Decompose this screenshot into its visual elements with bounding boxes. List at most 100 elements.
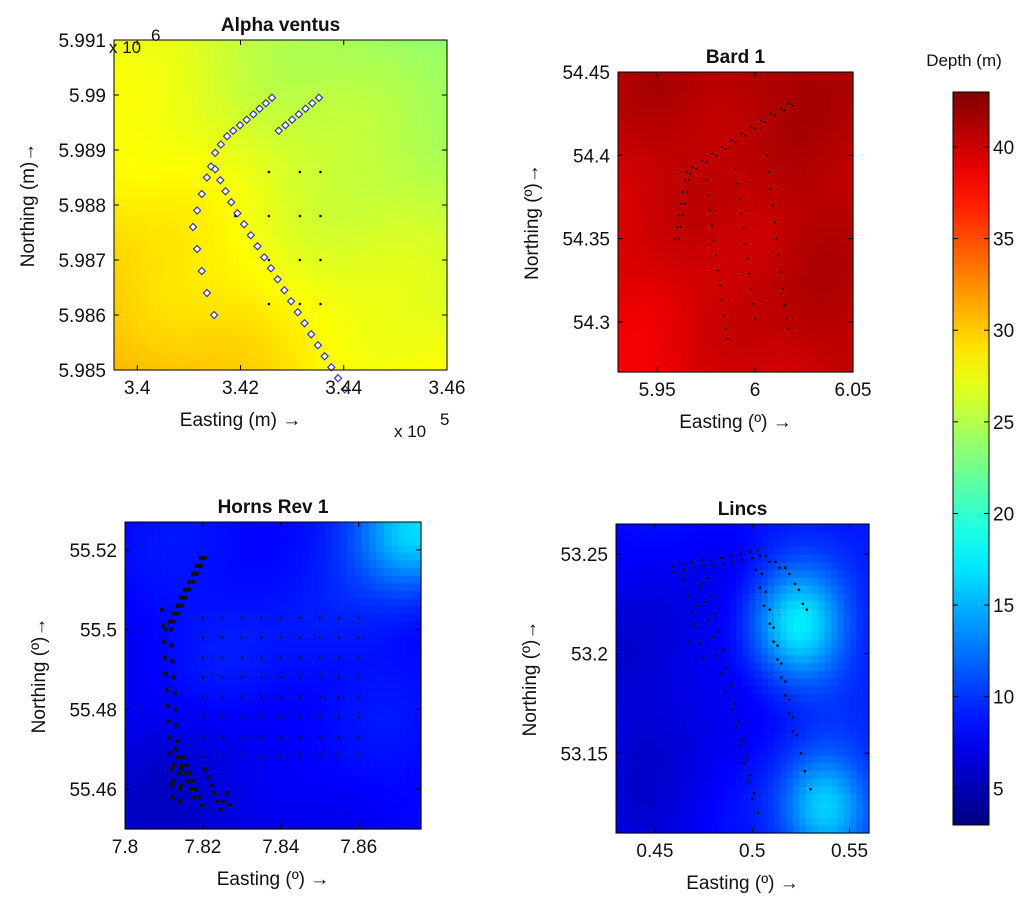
depth-cell (258, 545, 267, 554)
depth-cell (653, 72, 660, 81)
depth-cell (295, 552, 304, 561)
depth-cell (222, 97, 232, 107)
depth-cell (759, 117, 766, 126)
depth-cell (297, 64, 307, 74)
depth-cell (759, 364, 766, 373)
depth-cell (729, 139, 737, 148)
depth-cell (788, 319, 795, 328)
depth-cell (823, 364, 831, 373)
depth-cell (817, 169, 825, 178)
depth-cell (236, 660, 244, 669)
depth-cell (788, 154, 795, 163)
depth-cell (380, 345, 390, 355)
depth-cell (310, 782, 318, 792)
depth-cell (230, 64, 240, 74)
depth-cell (741, 282, 748, 291)
depth-cell (354, 775, 363, 784)
depth-cell (623, 79, 631, 88)
depth-cell (147, 64, 157, 74)
depth-cell (338, 130, 348, 140)
depth-cell (347, 312, 357, 322)
depth-cell (250, 675, 259, 684)
depth-cell (255, 97, 265, 107)
depth-cell (213, 675, 222, 684)
depth-cell (665, 312, 672, 321)
depth-cell (338, 254, 348, 264)
depth-cell (806, 244, 813, 253)
depth-cell (155, 155, 165, 165)
depth-cell (800, 147, 807, 156)
depth-cell (125, 729, 133, 738)
depth-cell (114, 122, 123, 132)
depth-cell (132, 598, 141, 608)
depth-cell (391, 644, 400, 654)
depth-cell (258, 522, 267, 531)
depth-cell (205, 188, 215, 198)
depth-cell (764, 297, 772, 306)
depth-cell (659, 289, 666, 298)
depth-cell (641, 274, 648, 283)
depth-cell (138, 213, 148, 223)
depth-cell (629, 154, 637, 163)
depth-cell (430, 262, 440, 272)
depth-cell (332, 621, 341, 631)
depth-cell (682, 192, 690, 201)
depth-cell (213, 172, 223, 181)
depth-cell (717, 94, 725, 103)
depth-cell (313, 122, 323, 132)
depth-cell (236, 545, 244, 554)
depth-cell (255, 328, 265, 338)
depth-cell (155, 56, 165, 66)
depth-cell (676, 237, 684, 246)
depth-cell (670, 102, 678, 111)
depth-cell (835, 274, 842, 283)
depth-cell (355, 180, 365, 190)
depth-cell (376, 736, 385, 746)
depth-cell (841, 327, 848, 336)
depth-cell (206, 790, 215, 799)
depth-cell (712, 72, 719, 81)
y-tick-label: 5.987 (58, 251, 106, 272)
depth-cell (794, 229, 801, 238)
depth-cell (676, 109, 684, 118)
depth-cell (653, 267, 660, 276)
depth-cell (130, 81, 140, 91)
depth-cell (806, 169, 813, 178)
depth-cell (163, 246, 173, 256)
depth-cell (847, 132, 854, 141)
depth-cell (247, 279, 257, 289)
depth-cell (247, 64, 257, 74)
depth-cell (258, 575, 267, 584)
depth-cell (247, 205, 257, 214)
depth-cell (302, 621, 311, 631)
depth-cell (114, 254, 123, 264)
depth-cell (347, 713, 355, 723)
depth-cell (243, 759, 252, 769)
depth-cell (191, 706, 200, 715)
depth-cell (676, 319, 684, 328)
depth-cell (263, 361, 273, 371)
depth-cell (250, 752, 259, 761)
depth-cell (817, 147, 825, 156)
depth-cell (764, 357, 772, 366)
depth-cell (676, 147, 684, 156)
depth-cell (391, 667, 400, 677)
depth-cell (735, 244, 742, 253)
depth-cell (191, 690, 200, 700)
depth-cell (361, 652, 370, 661)
depth-cell (430, 229, 440, 239)
depth-cell (788, 72, 795, 81)
turbine-marker (714, 254, 718, 257)
depth-cell (280, 529, 289, 538)
depth-cell (180, 196, 190, 206)
depth-cell (213, 304, 223, 313)
depth-cell (659, 229, 666, 238)
depth-cell (280, 221, 290, 231)
depth-cell (280, 790, 289, 799)
depth-cell (380, 246, 390, 256)
depth-cell (238, 254, 248, 264)
alpha-turbine-series-1 (234, 170, 322, 306)
depth-cell (138, 229, 148, 239)
depth-cell (688, 237, 695, 246)
depth-cell (398, 813, 407, 822)
